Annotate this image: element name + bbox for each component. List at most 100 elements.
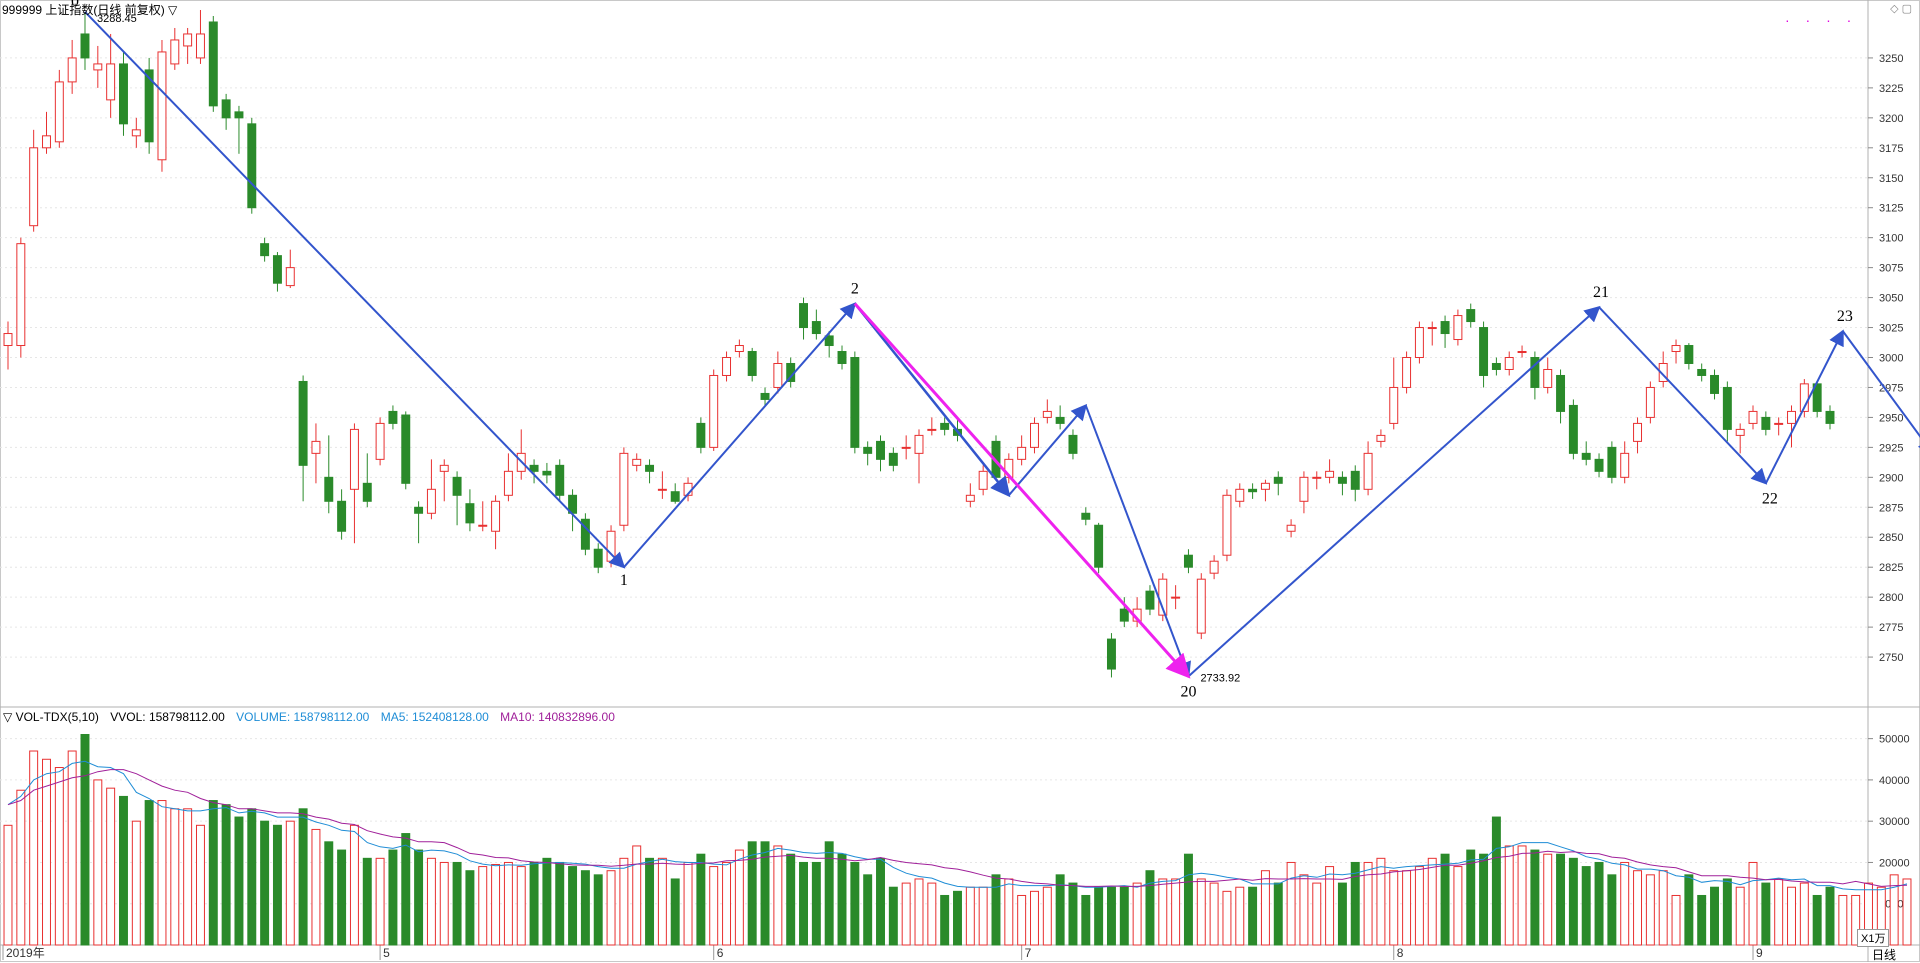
candle-body: [1517, 351, 1527, 354]
volume-bar: [1787, 886, 1796, 946]
volume-bar: [3, 824, 13, 946]
volume-bar: [786, 853, 796, 946]
candle-body: [1376, 434, 1386, 442]
volume-bar: [260, 820, 270, 946]
volume-bar: [1581, 866, 1591, 946]
candle-body: [670, 491, 680, 502]
wave-point-label: 21: [1593, 284, 1609, 301]
chart-title[interactable]: 999999 上证指数(日线 前复权) ▽: [2, 3, 178, 17]
volume-bar: [93, 779, 103, 946]
extreme-price-label: 3288.45: [97, 13, 137, 25]
volume-bar: [773, 845, 783, 946]
volume-bar: [568, 866, 578, 946]
volume-bar: [1812, 894, 1822, 946]
wave-line: [1187, 305, 1601, 678]
volume-bar: [1248, 886, 1258, 946]
volume-bar: [131, 820, 141, 946]
volume-indicator-name[interactable]: ▽ VOL-TDX(5,10): [3, 710, 99, 724]
month-label: 9: [1756, 946, 1763, 960]
candle-body: [16, 243, 26, 347]
candle-body: [42, 135, 51, 149]
wave-line: [1842, 330, 1920, 455]
candle-body: [1427, 327, 1437, 330]
volume-bar: [119, 795, 128, 946]
candle-body: [1068, 434, 1078, 454]
volume-bar: [54, 767, 64, 946]
candle-body: [1620, 452, 1630, 478]
volume-bar: [978, 886, 988, 946]
volume-bar: [1171, 878, 1181, 946]
volume-bar: [734, 849, 744, 946]
restore-icon[interactable]: ◇: [1890, 3, 1899, 15]
volume-bar: [1068, 882, 1078, 946]
volume-bar: [478, 866, 488, 946]
volume-bar: [760, 841, 770, 946]
candle-body: [67, 57, 77, 83]
maximize-icon[interactable]: ▢: [1901, 3, 1912, 15]
volume-bar: [1260, 870, 1270, 946]
volume-bar: [106, 787, 116, 946]
wave-point-label: 0: [71, 0, 79, 10]
candle-body: [1337, 476, 1347, 484]
month-label: 6: [717, 946, 724, 960]
candle-body: [978, 470, 988, 490]
price-tick-label: 2975: [1879, 382, 1903, 394]
volume-bar: [1607, 874, 1617, 946]
month-label: 8: [1397, 946, 1404, 960]
wave-point-label: 2: [851, 281, 859, 298]
volume-bar: [1145, 870, 1155, 946]
volume-bar: [747, 841, 757, 946]
candle-body: [1761, 416, 1771, 430]
window-controls[interactable]: ◇ ▢: [1890, 2, 1912, 15]
volume-bar: [1594, 861, 1604, 946]
candle-body: [1581, 452, 1591, 460]
volume-bar: [1466, 849, 1476, 946]
volume-bar: [1530, 849, 1540, 946]
volume-bar: [1196, 878, 1206, 946]
volume-bar: [183, 808, 193, 946]
price-tick-label: 2750: [1879, 652, 1903, 664]
volume-bar: [940, 894, 950, 946]
candle-body: [298, 380, 308, 466]
wave-point-label: 20: [1180, 683, 1196, 700]
alt-wave-line: [853, 302, 1191, 679]
volume-bar: [401, 833, 411, 946]
candle-body: [80, 33, 90, 59]
price-tick-label: 3050: [1879, 293, 1903, 305]
volume-bar: [272, 824, 282, 946]
wave-point-label: 23: [1837, 308, 1853, 325]
candle-body: [850, 357, 860, 448]
ma10-value: MA10: 140832896.00: [500, 710, 615, 724]
candle-body: [1171, 596, 1181, 599]
volume-bar: [1543, 853, 1553, 946]
candle-body: [1491, 362, 1501, 370]
candle-body: [195, 33, 205, 59]
volume-bar: [1838, 894, 1848, 946]
volume-bar: [311, 828, 321, 946]
volume-bar: [298, 808, 308, 946]
volume-bar: [1427, 857, 1437, 946]
volume-bar: [426, 857, 436, 946]
volume-bar: [516, 866, 526, 946]
volume-bar: [1286, 861, 1296, 946]
volume-bar: [1402, 870, 1412, 946]
candle-body: [645, 464, 655, 472]
candle-body: [234, 111, 244, 119]
candle-body: [824, 335, 834, 347]
candle-body: [362, 482, 372, 502]
candle-body: [1350, 470, 1360, 490]
volume-bar: [221, 804, 231, 946]
volume-bar: [1684, 874, 1694, 946]
candle-body: [1658, 362, 1668, 382]
volume-bar: [593, 874, 603, 946]
candle-body: [272, 255, 282, 284]
volume-bar: [1389, 870, 1399, 946]
ma5-line: [7, 760, 1908, 891]
candle-body: [863, 446, 873, 454]
candle-body: [773, 362, 783, 388]
candle-body: [1081, 512, 1091, 520]
candle-body: [542, 470, 552, 476]
candle-body: [722, 357, 732, 376]
period-label[interactable]: 日线: [1872, 948, 1897, 962]
candle-body: [465, 503, 475, 524]
